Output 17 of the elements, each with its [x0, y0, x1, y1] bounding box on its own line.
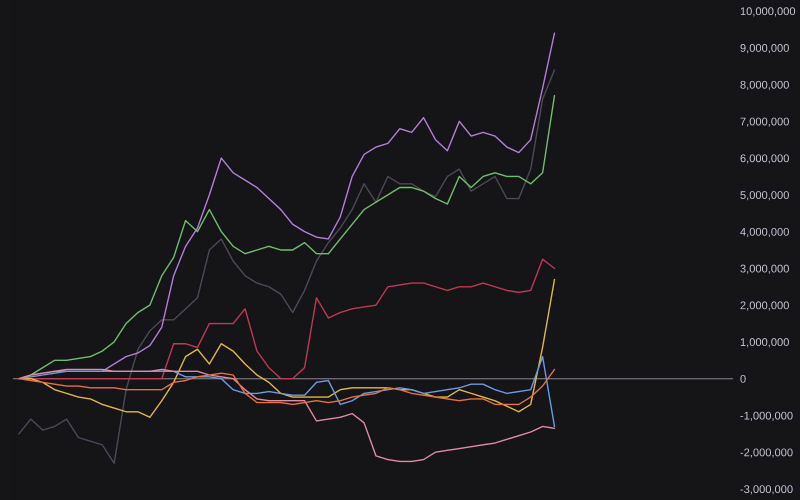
y-tick-label: 7,000,000 — [740, 118, 789, 127]
y-tick-label: -1,000,000 — [740, 412, 793, 421]
y-tick-label: -2,000,000 — [740, 448, 793, 458]
y-tick-label: 2,000,000 — [740, 301, 789, 311]
y-tick-label: 10,000,000 — [740, 7, 796, 16]
y-tick-label: 9,000,000 — [740, 44, 789, 54]
line-series — [18, 368, 556, 462]
y-tick-label: 6,000,000 — [740, 154, 789, 164]
line-series — [18, 69, 556, 464]
y-tick-label: 0 — [740, 374, 746, 383]
y-tick-label: 1,000,000 — [740, 338, 789, 348]
y-tick-label: 8,000,000 — [740, 80, 789, 90]
y-tick-label: 3,000,000 — [740, 264, 789, 274]
y-tick-label: 4,000,000 — [740, 228, 789, 238]
y-tick-label: -3,000,000 — [740, 485, 793, 494]
y-tick-label: 5,000,000 — [740, 191, 789, 200]
line-series — [18, 368, 556, 406]
